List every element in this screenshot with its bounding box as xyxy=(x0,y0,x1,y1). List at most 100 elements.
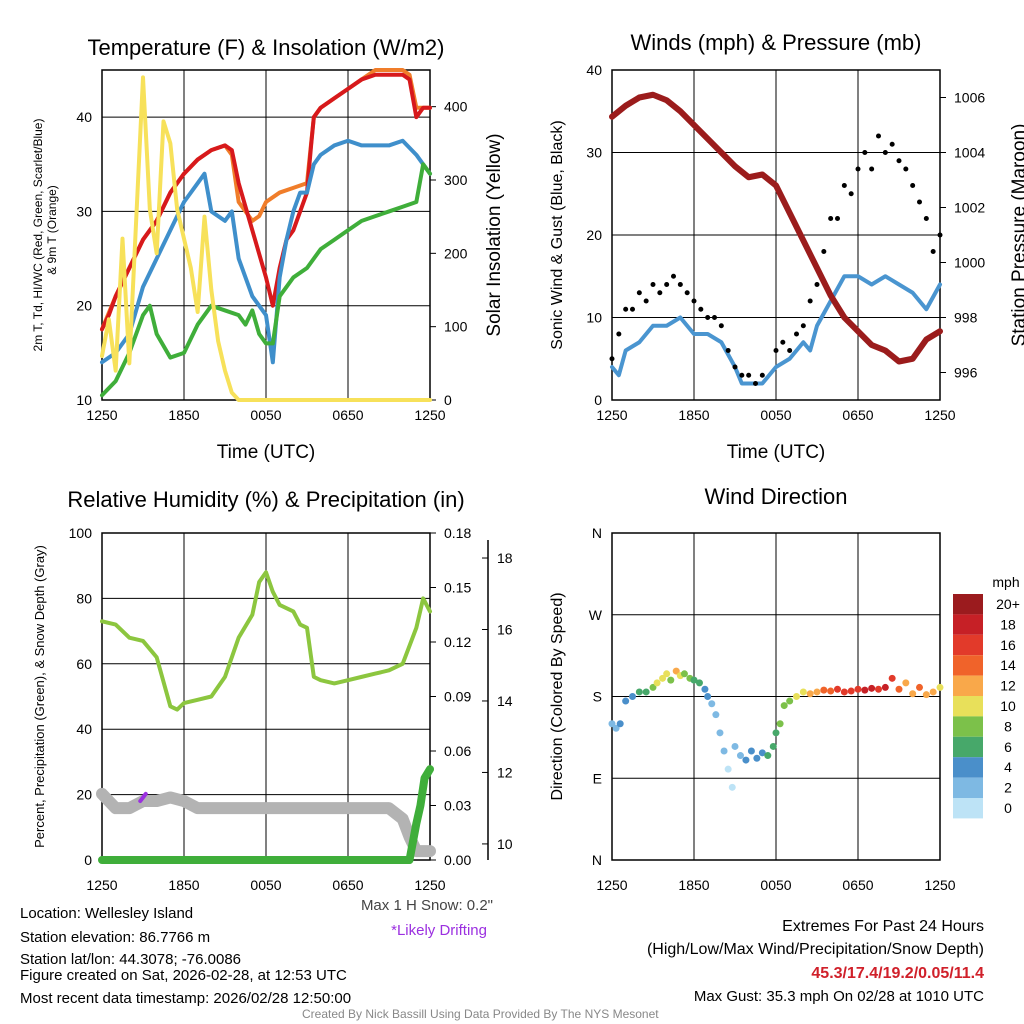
lat-lon: Station lat/lon: 44.3078; -76.0086 xyxy=(20,951,242,968)
snow-tick-label: 12 xyxy=(497,764,513,780)
direction-point xyxy=(786,697,794,705)
direction-point xyxy=(902,679,910,687)
max-gust: Max Gust: 35.3 mph On 02/28 at 1010 UTC xyxy=(693,988,984,1005)
y-tick-label: 0 xyxy=(84,852,92,868)
gust-point xyxy=(814,282,820,287)
direction-point xyxy=(847,687,855,695)
x-tick-label: 0650 xyxy=(332,407,363,423)
y-axis-label: Percent, Precipitation (Green), & Snow D… xyxy=(32,545,47,848)
direction-point xyxy=(769,742,777,750)
hi-wc-line xyxy=(100,162,432,398)
gust-point xyxy=(671,273,676,279)
gust-point xyxy=(657,290,663,296)
direction-point xyxy=(875,685,882,693)
right-tick-label: 0.12 xyxy=(444,634,471,650)
gust-point xyxy=(794,331,799,337)
gust-point xyxy=(889,141,895,147)
legend-label: 20+ xyxy=(996,596,1020,612)
direction-point xyxy=(929,688,937,696)
x-tick-label: 1250 xyxy=(86,407,117,423)
y-tick-label: 10 xyxy=(586,310,602,326)
gust-point xyxy=(787,348,793,353)
gust-point xyxy=(910,183,916,188)
direction-point xyxy=(806,690,814,698)
direction-point xyxy=(695,679,703,687)
gust-point xyxy=(841,183,847,188)
gust-point xyxy=(650,282,656,287)
direction-point xyxy=(799,688,807,696)
gust-point xyxy=(725,348,731,353)
relative-humidity-line xyxy=(100,570,432,712)
legend-label: 2 xyxy=(1004,780,1012,796)
direction-point xyxy=(622,697,630,705)
direction-point xyxy=(720,747,728,755)
location: Location: Wellesley Island xyxy=(20,905,194,922)
extremes-title: Extremes For Past 24 Hours xyxy=(782,918,984,935)
direction-point xyxy=(916,683,923,691)
figure-created: Figure created on Sat, 2026-02-28, at 12… xyxy=(20,967,347,984)
right-tick-label: 0.00 xyxy=(444,852,471,868)
precipitation-line xyxy=(98,765,434,864)
direction-point xyxy=(672,667,680,675)
gust-point xyxy=(664,282,670,287)
y-tick-label: 20 xyxy=(586,227,602,243)
direction-point xyxy=(820,686,828,694)
direction-point xyxy=(753,754,761,762)
x-tick-label: 0050 xyxy=(250,407,281,423)
elevation: Station elevation: 86.7766 m xyxy=(20,929,211,946)
gust-point xyxy=(643,298,649,304)
legend-swatch xyxy=(953,594,983,615)
direction-point xyxy=(909,690,917,698)
y-tick-label: 40 xyxy=(586,62,602,78)
right-tick-label: 400 xyxy=(444,99,468,115)
direction-point xyxy=(728,783,736,791)
direction-point xyxy=(690,676,698,684)
right-tick-label: 0.03 xyxy=(444,798,471,814)
right-tick-label: 0.18 xyxy=(444,525,471,541)
y-axis-label-line2: & 9m T (Orange) xyxy=(45,185,59,275)
legend-swatch xyxy=(953,716,983,737)
direction-point xyxy=(653,679,661,687)
right-tick-label: 1004 xyxy=(954,145,985,161)
snow-depth-line xyxy=(96,787,436,858)
direction-point xyxy=(642,688,650,696)
x-tick-label: 1250 xyxy=(924,407,955,423)
pressure-line xyxy=(609,91,943,365)
right-tick-label: 1006 xyxy=(954,90,985,106)
y-axis-label: 2m T, Td, HI/WC (Red, Green, Scarlet/Blu… xyxy=(31,119,45,352)
gust-point xyxy=(691,298,697,304)
chart-title: Winds (mph) & Pressure (mb) xyxy=(631,30,922,55)
direction-point xyxy=(612,724,620,732)
gust-point xyxy=(862,150,868,155)
y-tick-label: S xyxy=(593,689,602,705)
legend-swatch xyxy=(953,736,983,758)
direction-point xyxy=(888,674,896,682)
direction-point xyxy=(667,676,675,684)
direction-point xyxy=(712,711,720,719)
gust-point xyxy=(903,166,909,172)
x-tick-label: 1250 xyxy=(596,877,627,893)
direction-point xyxy=(813,688,821,696)
gust-point xyxy=(746,372,752,378)
y-tick-label: 10 xyxy=(76,392,92,408)
direction-point xyxy=(861,686,869,694)
right-tick-label: 0 xyxy=(444,392,452,408)
credit: Created By Nick Bassill Using Data Provi… xyxy=(302,1007,659,1021)
y-axis-label: Sonic Wind & Gust (Blue, Black) xyxy=(549,120,566,349)
extremes-values: 45.3/17.4/19.2/0.05/11.4 xyxy=(811,965,984,982)
gust-point xyxy=(835,216,840,221)
direction-point xyxy=(780,702,788,710)
chart-title: Wind Direction xyxy=(704,484,847,509)
gust-point xyxy=(780,339,786,345)
direction-point xyxy=(854,685,862,693)
y-tick-label: W xyxy=(589,607,603,623)
y-tick-label: 20 xyxy=(76,787,92,803)
legend-swatch xyxy=(953,798,983,819)
gust-point xyxy=(828,216,834,221)
legend-label: 12 xyxy=(1000,678,1016,694)
right-tick-label: 1002 xyxy=(954,200,985,216)
direction-point xyxy=(840,688,848,696)
legend-swatch xyxy=(953,614,983,635)
x-tick-label: 1850 xyxy=(678,407,709,423)
